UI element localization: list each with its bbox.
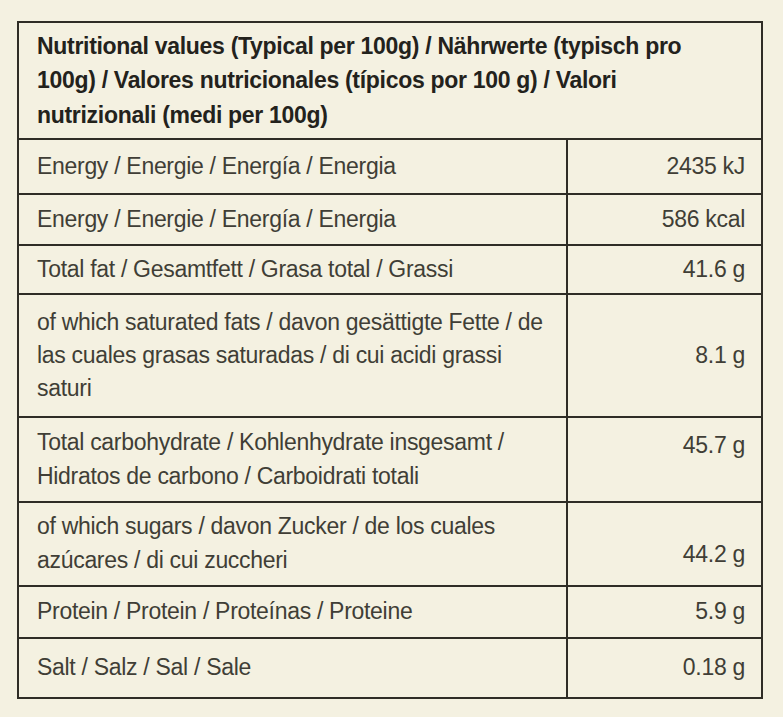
table-row: Total fat / Gesamtfett / Grasa total / G…: [19, 246, 761, 295]
row-value-sugars: 44.2 g: [566, 503, 761, 585]
table-row: Energy / Energie / Energía / Energia 243…: [19, 140, 761, 195]
row-value-salt: 0.18 g: [566, 639, 761, 697]
row-label-protein: Protein / Protein / Proteínas / Proteine: [19, 587, 566, 638]
row-value-total-fat: 41.6 g: [566, 246, 761, 293]
table-row: Protein / Protein / Proteínas / Proteine…: [19, 587, 761, 640]
table-row: Total carbohydrate / Kohlenhydrate insge…: [19, 418, 761, 503]
nutrition-table: Nutritional values (Typical per 100g) / …: [17, 21, 763, 699]
row-value-energy-kcal: 586 kcal: [566, 195, 761, 245]
nutrition-label: Nutritional values (Typical per 100g) / …: [0, 0, 783, 717]
row-value-protein: 5.9 g: [566, 587, 761, 638]
row-label-sugars: of which sugars / davon Zucker / de los …: [19, 503, 566, 585]
table-row: Salt / Salz / Sal / Sale 0.18 g: [19, 639, 761, 697]
table-row: Energy / Energie / Energía / Energia 586…: [19, 195, 761, 247]
row-value-energy-kj: 2435 kJ: [566, 140, 761, 193]
row-label-total-fat: Total fat / Gesamtfett / Grasa total / G…: [19, 246, 566, 293]
table-row: of which sugars / davon Zucker / de los …: [19, 503, 761, 587]
row-label-energy-kj: Energy / Energie / Energía / Energia: [19, 140, 566, 193]
row-value-saturated-fats: 8.1 g: [566, 295, 761, 416]
row-label-carbohydrate: Total carbohydrate / Kohlenhydrate insge…: [19, 418, 566, 501]
table-header-title: Nutritional values (Typical per 100g) / …: [19, 23, 761, 140]
table-row: of which saturated fats / davon gesättig…: [19, 295, 761, 418]
row-label-energy-kcal: Energy / Energie / Energía / Energia: [19, 195, 566, 245]
row-value-carbohydrate: 45.7 g: [566, 418, 761, 501]
row-label-saturated-fats: of which saturated fats / davon gesättig…: [19, 295, 566, 416]
row-label-salt: Salt / Salz / Sal / Sale: [19, 639, 566, 697]
